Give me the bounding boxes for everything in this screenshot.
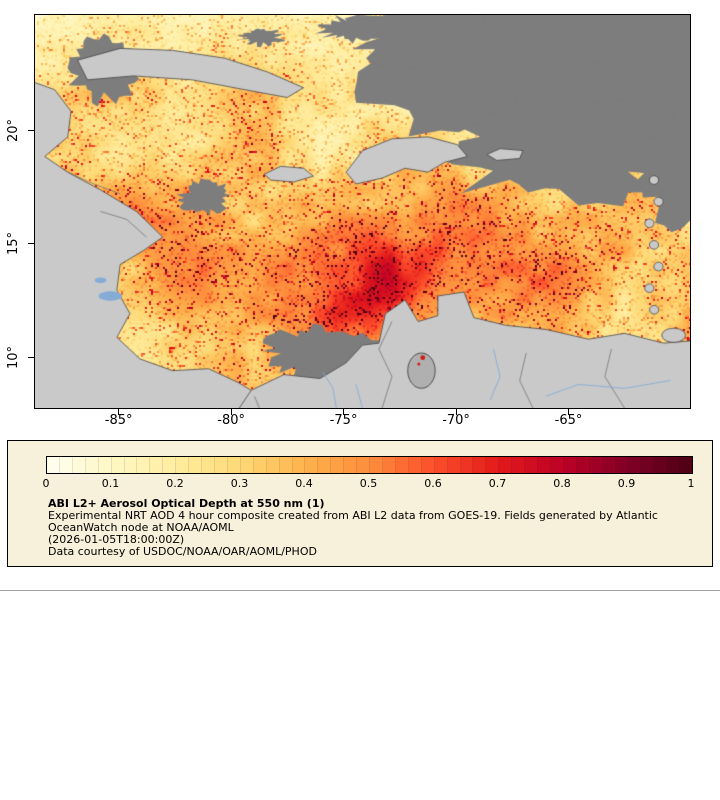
x-axis-tick <box>343 409 345 415</box>
colorbar-segment <box>266 457 280 473</box>
colorbar-segment <box>292 457 306 473</box>
x-axis-tick-label: -70° <box>442 413 470 428</box>
colorbar-segment <box>214 457 228 473</box>
colorbar-segment <box>460 457 474 473</box>
colorbar-segment <box>318 457 332 473</box>
colorbar-segment <box>279 457 293 473</box>
colorbar-segment <box>512 457 526 473</box>
colorbar-segment <box>240 457 254 473</box>
x-axis-tick <box>568 409 570 415</box>
colorbar-segment <box>370 457 383 473</box>
colorbar-tick-label: 0 <box>42 477 50 490</box>
colorbar-segment <box>602 457 616 473</box>
colorbar-segment <box>473 457 487 473</box>
colorbar-segment <box>486 457 500 473</box>
x-axis-tick <box>230 409 232 415</box>
colorbar-segment <box>72 457 86 473</box>
colorbar-segment <box>305 457 319 473</box>
colorbar-tick-label: 1 <box>687 477 695 490</box>
colorbar-segment <box>150 457 164 473</box>
map-frame <box>34 14 691 409</box>
colorbar-segment <box>589 457 603 473</box>
colorbar-segment <box>654 457 668 473</box>
legend-timestamp: (2026-01-05T18:00:00Z) <box>48 533 185 546</box>
colorbar-tick-label: 0.5 <box>359 477 378 490</box>
colorbar-segment <box>382 457 396 473</box>
legend-description: Experimental NRT AOD 4 hour composite cr… <box>48 509 658 534</box>
legend-courtesy: Data courtesy of USDOC/NOAA/OAR/AOML/PHO… <box>48 545 317 558</box>
colorbar-segment <box>253 457 267 473</box>
x-axis-tick <box>455 409 457 415</box>
colorbar-segment <box>421 457 435 473</box>
colorbar-segment <box>667 457 681 473</box>
legend-title: ABI L2+ Aerosol Optical Depth at 550 nm … <box>48 497 325 510</box>
colorbar-segment <box>538 457 551 473</box>
colorbar-segment <box>408 457 422 473</box>
colorbar-segment <box>563 457 577 473</box>
colorbar-segment <box>344 457 358 473</box>
separator-line <box>0 590 720 591</box>
colorbar-segment <box>499 457 513 473</box>
y-axis-tick <box>28 356 34 358</box>
colorbar-segment <box>628 457 642 473</box>
colorbar-segment <box>227 457 241 473</box>
colorbar-tick-label: 0.9 <box>617 477 636 490</box>
colorbar-segment <box>189 457 203 473</box>
legend-text-block: ABI L2+ Aerosol Optical Depth at 550 nm … <box>48 498 698 558</box>
y-axis-tick-label: 20° <box>4 108 24 152</box>
y-axis-tick-text: 15° <box>6 232 22 256</box>
colorbar-segment <box>434 457 448 473</box>
y-axis-tick <box>28 243 34 245</box>
colorbar-segment <box>576 457 590 473</box>
x-axis-tick-label: -65° <box>554 413 583 428</box>
colorbar-segment <box>124 457 138 473</box>
y-axis-tick <box>28 129 34 131</box>
colorbar-tick-label: 0.8 <box>553 477 571 490</box>
colorbar-segment <box>47 457 60 473</box>
colorbar-tick-label: 0.1 <box>101 477 120 490</box>
colorbar-segment <box>615 457 629 473</box>
colorbar-segment <box>137 457 151 473</box>
colorbar-segment <box>395 457 409 473</box>
y-axis-tick-label: 15° <box>4 222 24 266</box>
colorbar <box>46 456 693 474</box>
y-axis-tick-label: 10° <box>4 335 24 379</box>
colorbar-segment <box>641 457 655 473</box>
colorbar-segment <box>680 457 693 473</box>
colorbar-tick-label: 0.7 <box>488 477 507 490</box>
legend-panel: ABI L2+ Aerosol Optical Depth at 550 nm … <box>7 440 713 567</box>
colorbar-segment <box>176 457 190 473</box>
colorbar-segment <box>202 457 215 473</box>
colorbar-tick-label: 0.4 <box>295 477 313 490</box>
colorbar-tick-label: 0.6 <box>424 477 442 490</box>
x-axis-tick <box>118 409 120 415</box>
colorbar-segment <box>357 457 371 473</box>
colorbar-tick-label: 0.3 <box>230 477 249 490</box>
colorbar-segment <box>163 457 177 473</box>
aod-map-canvas <box>35 15 690 408</box>
colorbar-segment <box>85 457 99 473</box>
colorbar-segment <box>525 457 539 473</box>
colorbar-segment <box>447 457 461 473</box>
y-axis-tick-text: 20° <box>6 118 22 142</box>
colorbar-segment <box>98 457 112 473</box>
x-axis-tick-label: -85° <box>104 413 133 428</box>
colorbar-tick-label: 0.2 <box>166 477 184 490</box>
colorbar-segment <box>550 457 564 473</box>
y-axis-tick-text: 10° <box>6 345 22 369</box>
x-axis-tick-label: -80° <box>217 413 245 428</box>
colorbar-segment <box>331 457 345 473</box>
colorbar-segment <box>111 457 125 473</box>
x-axis-tick-label: -75° <box>329 413 358 428</box>
colorbar-segment <box>59 457 73 473</box>
